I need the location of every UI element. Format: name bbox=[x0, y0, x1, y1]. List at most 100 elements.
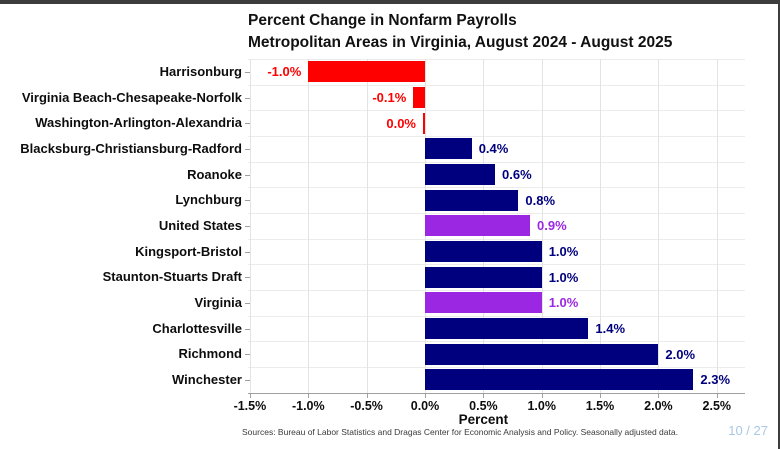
x-tick-label: -0.5% bbox=[350, 398, 383, 413]
category-label: Roanoke bbox=[187, 166, 242, 182]
bar bbox=[425, 164, 495, 185]
x-tick-label: -1.5% bbox=[233, 398, 267, 413]
chart-title: Percent Change in Nonfarm Payrolls bbox=[248, 12, 517, 29]
vertical-gridline bbox=[249, 59, 251, 393]
x-axis-tick bbox=[483, 393, 485, 398]
horizontal-gridline bbox=[248, 84, 745, 86]
vertical-gridline bbox=[716, 59, 718, 393]
horizontal-gridline bbox=[248, 213, 745, 214]
bar-value-label: 2.0% bbox=[665, 346, 696, 362]
vertical-gridline bbox=[658, 59, 660, 393]
vertical-gridline bbox=[366, 59, 368, 393]
x-axis-line bbox=[248, 392, 745, 394]
x-tick-label: 0.0% bbox=[410, 398, 440, 413]
horizontal-gridline bbox=[248, 264, 745, 266]
vertical-gridline bbox=[541, 59, 543, 393]
y-axis-tick bbox=[245, 277, 250, 279]
bar bbox=[413, 87, 425, 108]
bar bbox=[425, 189, 519, 211]
x-tick-label: 2.0% bbox=[644, 398, 673, 413]
horizontal-gridline bbox=[248, 110, 745, 112]
horizontal-gridline bbox=[248, 367, 745, 368]
x-axis-tick bbox=[658, 393, 660, 398]
y-axis-tick bbox=[245, 302, 250, 304]
x-tick-label: 2.5% bbox=[702, 398, 732, 413]
x-axis-tick bbox=[600, 393, 601, 398]
horizontal-gridline bbox=[248, 161, 745, 163]
vertical-gridline bbox=[308, 59, 310, 393]
y-axis-tick bbox=[245, 71, 250, 73]
chart-subtitle: Metropolitan Areas in Virginia, August 2… bbox=[248, 34, 673, 51]
page-number: 10 / 27 bbox=[728, 423, 768, 438]
x-tick-label: -1.0% bbox=[291, 398, 325, 413]
y-axis-tick bbox=[245, 97, 250, 99]
bar-value-label: 1.4% bbox=[595, 321, 626, 336]
bar-value-label: 0.6% bbox=[502, 167, 532, 182]
category-label: United States bbox=[158, 217, 242, 233]
category-label: Harrisonburg bbox=[159, 63, 242, 79]
bar-value-label: 1.0% bbox=[548, 244, 579, 259]
bar bbox=[425, 292, 542, 314]
category-label: Kingsport-Bristol bbox=[135, 243, 242, 259]
y-axis-tick bbox=[245, 354, 250, 356]
bar bbox=[425, 215, 530, 237]
bar-value-label: 0.9% bbox=[537, 218, 567, 234]
category-label: Richmond bbox=[178, 346, 242, 362]
source-note: Sources: Bureau of Labor Statistics and … bbox=[242, 427, 678, 437]
y-axis-tick bbox=[245, 379, 250, 381]
x-axis-tick bbox=[716, 393, 718, 398]
x-axis-tick bbox=[541, 393, 543, 398]
category-label: Winchester bbox=[172, 371, 242, 387]
bar bbox=[425, 318, 589, 339]
x-axis-tick bbox=[249, 393, 251, 398]
bar bbox=[425, 241, 542, 262]
x-axis-tick bbox=[425, 393, 426, 398]
horizontal-gridline bbox=[248, 136, 745, 137]
y-axis-tick bbox=[245, 148, 250, 150]
vertical-gridline bbox=[600, 59, 601, 393]
bar-value-label: 1.0% bbox=[548, 295, 579, 311]
x-axis-tick bbox=[308, 393, 310, 398]
y-axis-tick bbox=[245, 251, 250, 253]
y-axis-tick bbox=[245, 123, 250, 125]
x-axis-label: Percent bbox=[458, 411, 509, 427]
bar bbox=[425, 343, 659, 365]
category-label: Virginia Beach-Chesapeake-Norfolk bbox=[21, 89, 242, 105]
y-axis-tick bbox=[245, 225, 250, 227]
chart-title-block: Percent Change in Nonfarm Payrolls Metro… bbox=[248, 10, 672, 54]
bar-value-label: -0.1% bbox=[372, 90, 407, 105]
bar bbox=[423, 112, 425, 134]
y-axis-tick bbox=[245, 328, 250, 330]
y-axis-tick bbox=[245, 200, 250, 202]
window-top-edge bbox=[0, 0, 780, 4]
bar bbox=[425, 369, 694, 391]
horizontal-gridline bbox=[248, 59, 745, 60]
category-label: Virginia bbox=[194, 294, 242, 310]
horizontal-gridline bbox=[248, 341, 745, 343]
category-label: Staunton-Stuarts Draft bbox=[102, 269, 242, 285]
horizontal-gridline bbox=[248, 290, 745, 291]
bar-value-label: 0.4% bbox=[478, 141, 509, 157]
x-axis-tick bbox=[366, 393, 368, 398]
category-label: Blacksburg-Christiansburg-Radford bbox=[20, 140, 242, 156]
bar bbox=[425, 138, 472, 160]
horizontal-gridline bbox=[248, 187, 745, 189]
bar-value-label: 1.0% bbox=[548, 269, 579, 285]
bar-value-label: 2.3% bbox=[700, 372, 731, 388]
x-tick-label: 1.0% bbox=[527, 398, 556, 413]
bar bbox=[308, 61, 425, 83]
bar-value-label: 0.8% bbox=[525, 192, 556, 208]
category-label: Charlottesville bbox=[152, 320, 242, 336]
bar-value-label: 0.0% bbox=[386, 115, 416, 131]
y-axis-tick bbox=[245, 174, 250, 176]
bar bbox=[425, 266, 542, 288]
category-label: Washington-Arlington-Alexandria bbox=[35, 115, 242, 131]
bar-value-label: -1.0% bbox=[267, 64, 302, 80]
category-label: Lynchburg bbox=[175, 192, 242, 208]
window-right-edge bbox=[778, 0, 780, 449]
x-tick-label: 1.5% bbox=[585, 398, 615, 413]
x-tick-label: 0.5% bbox=[469, 398, 498, 413]
horizontal-gridline bbox=[248, 238, 745, 240]
